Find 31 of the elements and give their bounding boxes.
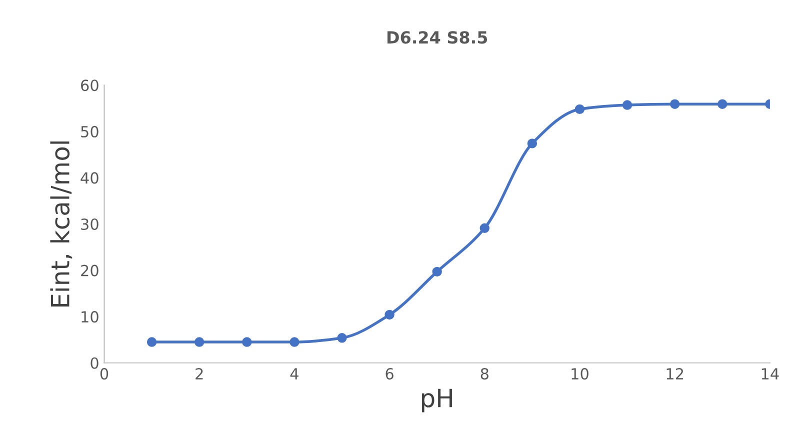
x-tick-label: 4 [290,368,298,380]
y-tick-label: 10 [82,311,98,323]
point [574,104,585,114]
y-tick-label: 40 [80,172,98,184]
x-tick-label: 10 [572,368,588,380]
point [337,333,347,343]
point [622,100,632,110]
y-tick-label: 0 [90,357,98,369]
x-tick-label: 12 [666,368,684,380]
point [432,266,442,277]
point [384,310,394,320]
point [194,337,204,347]
point [670,99,680,109]
x-axis-title: pH [422,388,452,412]
point [242,337,252,347]
x-tick-label: 8 [480,368,488,380]
point [718,99,728,109]
y-tick-label: 30 [81,218,98,230]
point [290,337,300,347]
y-tick-label: 60 [81,80,98,92]
x-tick-label: 14 [762,368,779,380]
point [480,223,490,234]
chart-title: D6.24 S8.5 [387,31,488,44]
point [146,337,157,347]
x-tick-label: 2 [196,368,203,380]
x-tick-label: 6 [386,368,394,380]
point [527,138,538,148]
y-tick-label: 50 [81,126,98,138]
y-tick-label: 20 [81,264,98,276]
y-axis-title: Eint, kcal/mol [50,141,72,306]
x-tick-label: 0 [100,368,108,380]
